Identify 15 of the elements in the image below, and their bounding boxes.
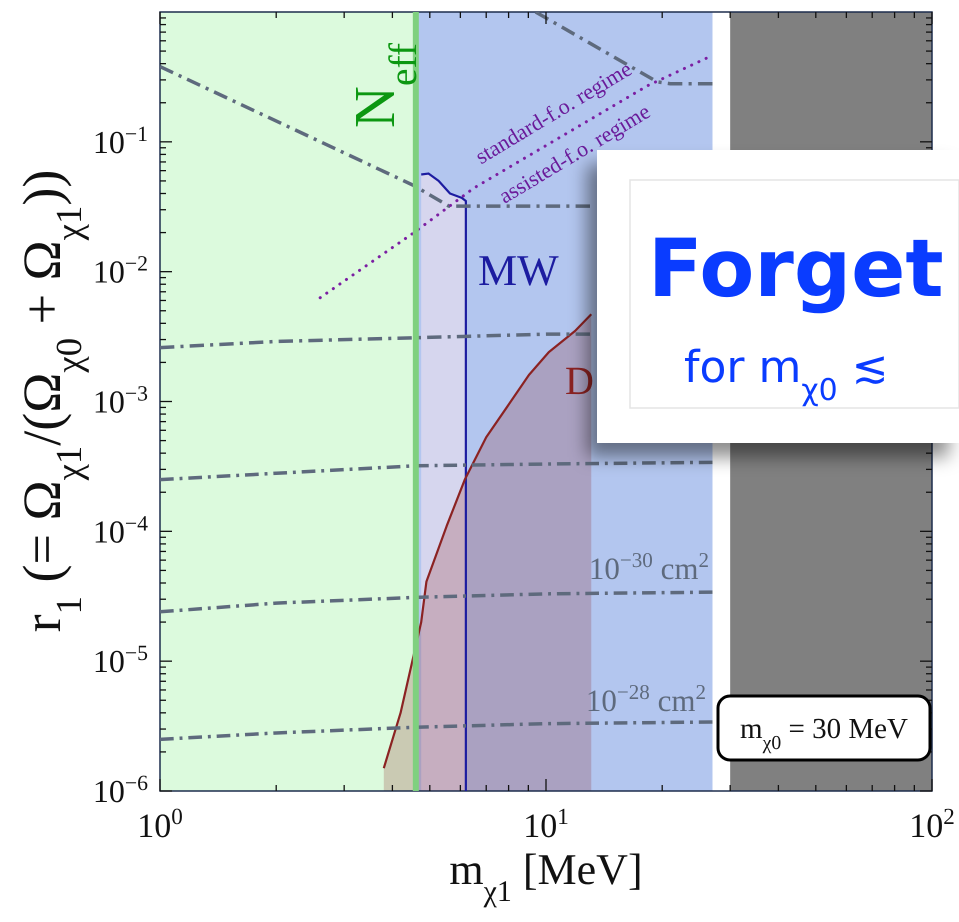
y-tick-label: 10$^{−2}$ (92, 252, 148, 290)
y-tick-label: 10$^{−4}$ (92, 511, 148, 550)
series-label: 10$^{−30}$ cm$^{2}$ (588, 548, 709, 586)
series-label: 10$^{−28}$ cm$^{2}$ (586, 680, 706, 718)
x-axis-title: m$_{χ1}$ [MeV] (449, 845, 643, 908)
series-label: D (565, 358, 594, 403)
annotation: Forget (648, 222, 944, 315)
annotation: for m$_{χ0}$ ≲ (684, 342, 889, 408)
y-tick-label: 10$^{−5}$ (92, 641, 148, 680)
y-tick-label: 10$^{−3}$ (92, 382, 148, 420)
y-tick-label: 10$^{−1}$ (92, 122, 148, 160)
x-tick-label: 10$^{1}$ (523, 804, 569, 845)
annotation: m$_{χ0}$ = 30 MeV (740, 713, 908, 754)
series-label: MW (478, 246, 560, 295)
x-tick-label: 10$^{2}$ (909, 804, 955, 845)
